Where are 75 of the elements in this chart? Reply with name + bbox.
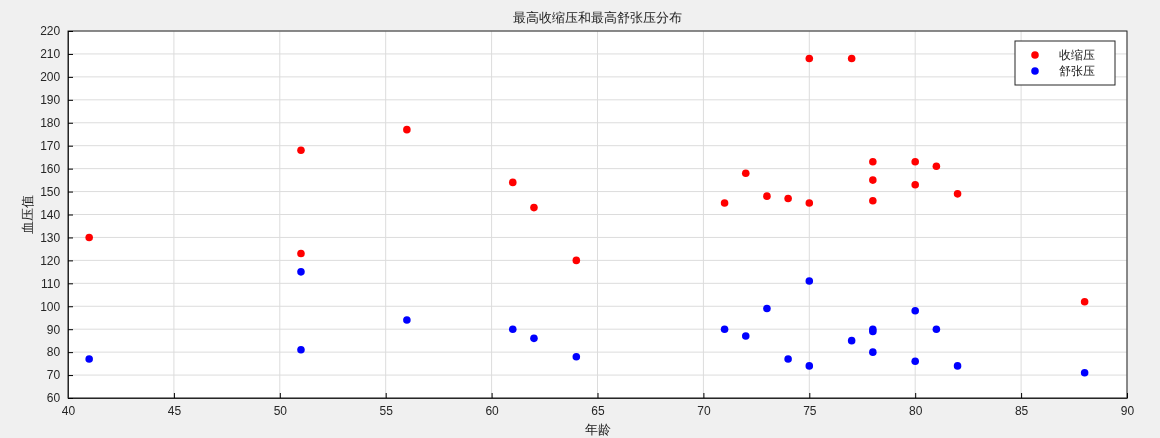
point	[1080, 368, 1089, 377]
x-tick-label: 85	[1014, 404, 1029, 419]
legend-label: 收缩压	[1059, 48, 1095, 62]
point	[763, 192, 771, 200]
point	[85, 355, 93, 363]
point	[932, 162, 941, 171]
point	[805, 277, 814, 285]
point	[509, 325, 517, 333]
point	[869, 157, 877, 166]
y-tick-label: 120	[40, 253, 61, 268]
point	[741, 332, 750, 340]
point	[530, 334, 538, 343]
y-tick-label: 160	[40, 161, 61, 176]
y-tick-label: 190	[40, 93, 61, 108]
point	[297, 346, 305, 354]
point	[847, 54, 856, 63]
point	[530, 203, 538, 212]
y-tick-label: 100	[40, 299, 61, 314]
y-tick-label: 220	[40, 24, 61, 39]
x-tick-label: 90	[1120, 404, 1135, 419]
point	[572, 256, 581, 265]
chart-title: 最高收缩压和最高舒张压分布	[513, 10, 682, 25]
y-tick-label: 70	[46, 368, 61, 383]
point	[953, 190, 962, 198]
x-axis-title: 年龄	[584, 422, 611, 437]
y-tick-label: 140	[40, 207, 61, 222]
point	[297, 268, 305, 276]
y-tick-label: 80	[46, 345, 61, 360]
point	[911, 307, 919, 315]
point	[1080, 297, 1089, 306]
x-tick-label: 50	[273, 404, 288, 419]
y-tick-label: 200	[40, 70, 61, 85]
point	[784, 355, 792, 363]
point	[911, 357, 919, 366]
y-axis-title: 血压值	[20, 195, 35, 234]
x-tick-label: 80	[909, 404, 923, 419]
point	[932, 325, 941, 333]
legend-label: 舒张压	[1059, 64, 1095, 78]
x-tick-label: 70	[697, 404, 711, 419]
point	[720, 199, 729, 207]
point	[847, 336, 856, 345]
point	[720, 325, 729, 333]
y-tick-label: 150	[40, 184, 61, 199]
x-tick-label: 40	[61, 404, 76, 419]
point	[869, 196, 877, 205]
y-tick-label: 130	[40, 230, 61, 245]
point	[869, 176, 877, 184]
y-tick-label: 110	[41, 276, 61, 291]
y-tick-label: 180	[40, 116, 61, 131]
point	[297, 249, 305, 258]
point	[403, 316, 411, 324]
point	[911, 180, 919, 189]
point	[911, 157, 919, 166]
point	[805, 54, 814, 63]
y-tick-label: 170	[40, 139, 61, 154]
point	[869, 348, 877, 356]
point	[85, 233, 93, 242]
y-tick-label: 60	[46, 391, 61, 406]
point	[509, 178, 517, 187]
point	[403, 125, 411, 134]
point	[763, 304, 771, 313]
x-tick-label: 55	[379, 404, 394, 419]
point	[297, 146, 305, 155]
y-tick-label: 90	[46, 322, 61, 337]
x-tick-label: 60	[485, 404, 500, 419]
point	[805, 362, 814, 370]
point	[572, 352, 581, 361]
x-tick-label: 65	[591, 404, 605, 419]
x-tick-label: 45	[167, 404, 182, 419]
point	[784, 194, 792, 203]
point	[741, 169, 750, 177]
point	[953, 362, 962, 370]
point	[805, 199, 814, 207]
x-tick-label: 75	[803, 404, 817, 419]
y-tick-label: 210	[40, 47, 61, 62]
